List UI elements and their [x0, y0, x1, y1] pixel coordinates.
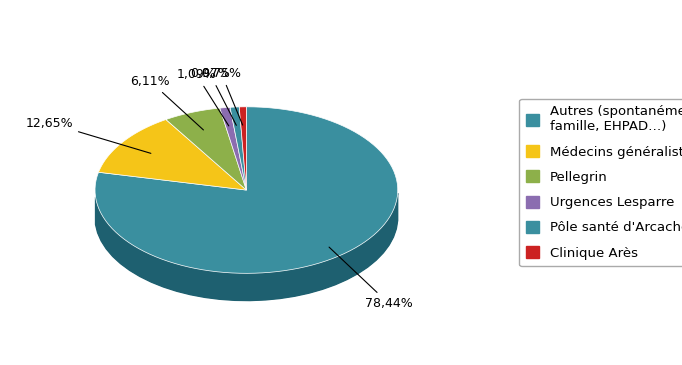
Legend: Autres (spontanément
famille, EHPAD…), Médecins généralistes, Pellegrin, Urgence: Autres (spontanément famille, EHPAD…), M… — [520, 99, 682, 266]
Polygon shape — [95, 193, 398, 300]
Polygon shape — [98, 120, 246, 190]
Polygon shape — [95, 107, 398, 273]
Polygon shape — [166, 108, 246, 190]
Polygon shape — [230, 107, 246, 190]
Text: 6,11%: 6,11% — [130, 75, 203, 130]
Text: 1,09%: 1,09% — [177, 68, 228, 126]
Text: 78,44%: 78,44% — [329, 247, 413, 310]
Text: 0,75%: 0,75% — [201, 67, 243, 125]
Polygon shape — [239, 107, 246, 190]
Polygon shape — [220, 107, 246, 190]
Polygon shape — [95, 134, 398, 301]
Text: 12,65%: 12,65% — [25, 116, 151, 153]
Text: 0,97%: 0,97% — [190, 68, 237, 125]
